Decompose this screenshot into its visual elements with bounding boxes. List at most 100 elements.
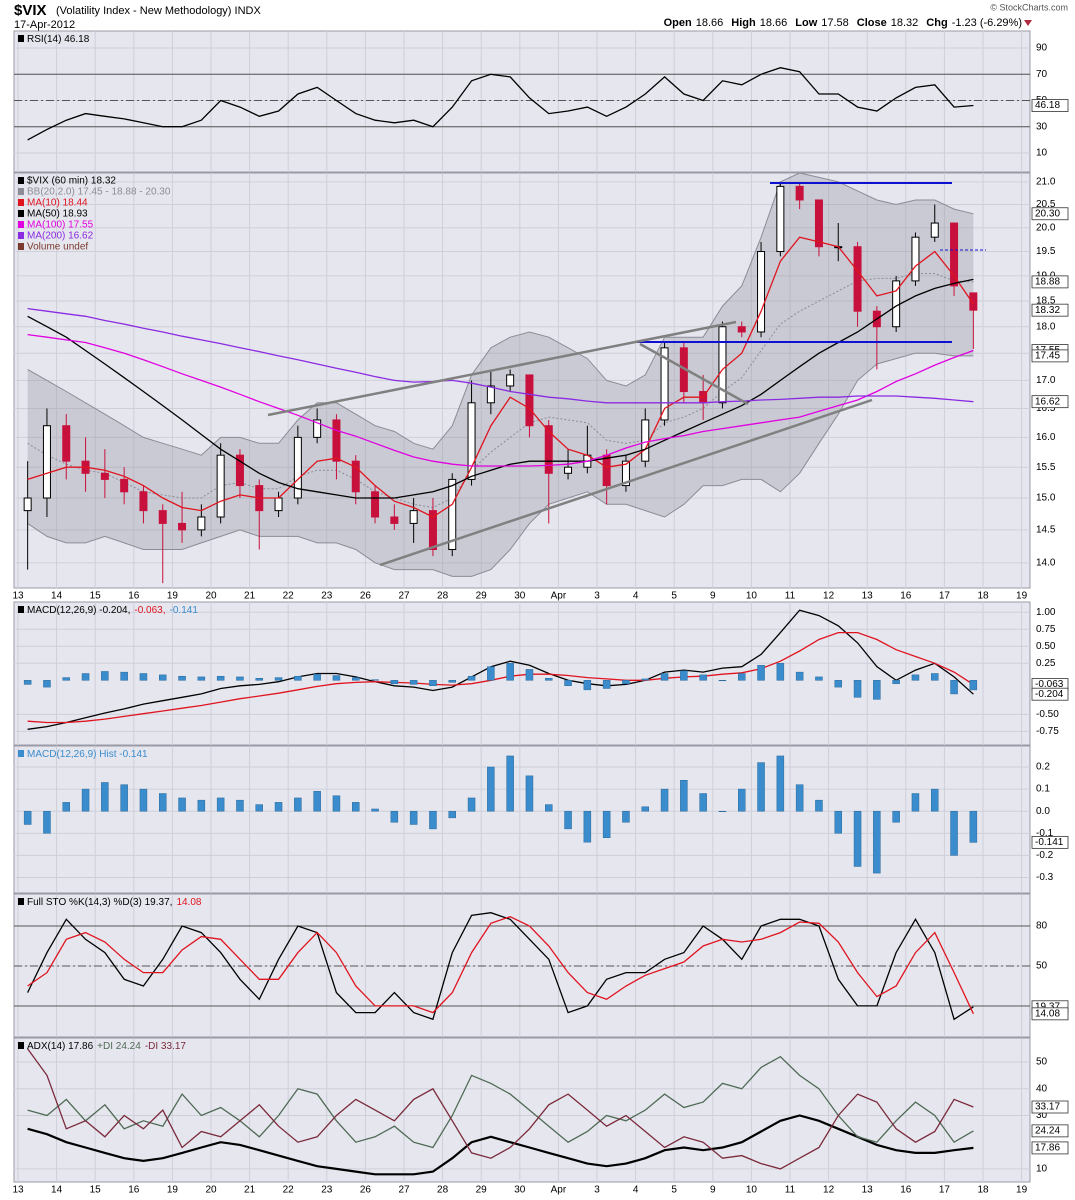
legend-swatch [18,1042,24,1049]
histogram-bar [969,680,978,691]
histogram-bar [101,782,109,812]
x-tick-label: 18 [977,591,989,602]
value-box-label: -0.141 [1035,837,1064,848]
x-tick-label: 13 [12,1185,24,1196]
candle-body [969,292,978,311]
y-tick-label: 14.5 [1036,525,1056,536]
x-tick-label: 29 [476,1185,488,1196]
candle-body [660,347,669,421]
y-tick-label: 10 [1036,148,1048,159]
candle-body [23,497,32,512]
histogram-bar [294,675,302,681]
candle-body [428,510,437,551]
histogram-bar [950,680,958,695]
histogram-bar [178,797,186,812]
histogram-bar [23,810,32,825]
histogram-bar [81,788,90,812]
quote-label: High [731,17,756,29]
x-tick-label: 19 [167,591,179,602]
x-tick-label: 14 [51,591,63,602]
histogram-bar [660,673,669,681]
candle-body [467,402,476,480]
legend-swatch [18,210,24,217]
y-tick-label: 10 [1036,1164,1048,1175]
histogram-bar [776,755,785,812]
x-tick-label: 19 [167,1185,179,1196]
y-tick-label: 14.0 [1036,557,1056,568]
x-tick-label: 27 [398,1185,410,1196]
x-tick-label: 13 [862,1185,874,1196]
value-box-label: 20.30 [1035,208,1060,219]
value-box [1031,1141,1069,1155]
drawings [267,182,986,567]
histogram-bar [602,810,611,838]
legend-entry: -0.141 [170,605,199,616]
y-tick-label: -0.3 [1036,872,1054,883]
histogram-bar [506,663,514,681]
quote-label: Low [795,17,817,29]
panel-bg [13,30,1031,173]
histogram-bar [409,810,418,825]
quote-value: 17.58 [821,17,849,29]
histogram-bar [467,797,476,812]
x-tick-label: 5 [671,1185,677,1196]
candle-body [448,478,457,551]
candle-body [602,454,611,487]
candle-body [178,522,187,531]
histogram-bar [120,784,128,812]
symbol-name: (Volatility Index - New Methodology) IND… [56,5,261,17]
candle-body [139,491,148,512]
legend-entry: MA(100) 17.55 [27,220,94,231]
y-tick-label: 0.75 [1036,624,1056,635]
legend-entry: ADX(14) 17.86 [27,1041,94,1052]
value-box-label: 18.88 [1035,277,1060,288]
candle-body [757,251,766,333]
x-tick-label: 30 [514,1185,526,1196]
quote-value: 18.66 [696,17,724,29]
legend-swatch [18,221,24,228]
legend: MACD(12,26,9) Hist -0.141 [27,749,148,760]
y-tick-label: 18.5 [1036,296,1056,307]
histogram-bar [815,676,823,681]
plot [23,755,978,874]
y-tick-label: 0.2 [1036,762,1050,773]
histogram-bar [892,810,900,823]
candle-body [911,236,920,282]
y-tick-label: -0.75 [1036,726,1059,737]
histogram-bar [680,670,688,681]
plot [14,912,1030,1021]
legend-swatch [18,750,24,757]
histogram-bar [274,677,283,681]
value-box-label: 16.62 [1035,396,1060,407]
histogram-bar [795,784,804,812]
histogram-bar [853,680,862,698]
candle-body [853,246,862,312]
y-tick-label: 80 [1036,921,1048,932]
y-tick-label: 20.5 [1036,199,1056,210]
histogram-bar [834,810,842,834]
trend-line [267,320,737,417]
histogram-bar [120,671,128,681]
legend-entry: MA(50) 18.93 [27,209,88,220]
histogram-bar [236,799,244,812]
candle-body [235,454,244,487]
candle-body [795,185,804,201]
histogram-bar [159,674,167,681]
legend-entry: -DI 33.17 [145,1041,187,1052]
series-line [27,1048,974,1170]
x-tick-label: 9 [710,1185,716,1196]
value-box [1031,687,1069,701]
histogram-bar [738,788,746,812]
histogram-bar [969,810,978,843]
histogram-bar [564,680,572,687]
x-tick-label: 12 [823,591,835,602]
histogram-bar [313,673,321,681]
value-box-label: 46.18 [1035,100,1060,111]
series-line [27,67,974,141]
panel-bg [13,601,1031,746]
candle-body [950,222,959,287]
candle-body [544,425,553,474]
x-tick-label: 9 [710,591,716,602]
x-tick-label: 26 [360,591,372,602]
x-tick-label: 29 [476,591,488,602]
